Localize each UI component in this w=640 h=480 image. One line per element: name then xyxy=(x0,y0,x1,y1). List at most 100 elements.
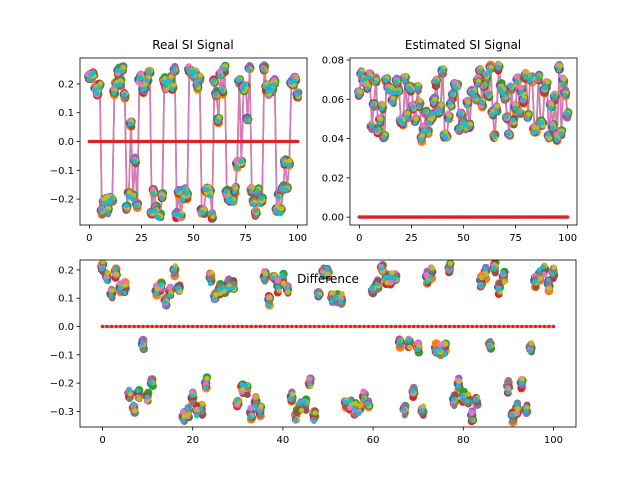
x-tick-label: 25 xyxy=(405,233,418,244)
data-point xyxy=(388,274,393,280)
zero-point xyxy=(425,324,430,329)
data-point xyxy=(544,79,551,85)
data-point xyxy=(509,412,515,418)
data-point xyxy=(460,393,466,399)
zero-point xyxy=(538,324,542,329)
data-point xyxy=(157,216,163,222)
data-point xyxy=(410,104,416,110)
data-point xyxy=(494,103,501,109)
y-tick-label: 0.0 xyxy=(58,137,74,148)
data-point xyxy=(439,71,446,78)
data-point xyxy=(491,134,497,140)
zero-point xyxy=(109,324,114,329)
zero-point xyxy=(420,324,425,329)
data-point xyxy=(257,408,263,414)
data-point xyxy=(109,287,115,294)
y-tick-label: 0.04 xyxy=(322,134,344,145)
data-point xyxy=(181,413,188,419)
data-point xyxy=(131,401,136,407)
data-point xyxy=(126,387,132,393)
data-point xyxy=(204,375,210,382)
data-point xyxy=(387,89,393,95)
zero-point xyxy=(344,324,348,329)
data-point xyxy=(416,104,422,110)
data-point xyxy=(370,101,376,107)
data-point xyxy=(280,280,287,286)
data-point xyxy=(190,72,196,78)
zero-point xyxy=(100,324,105,329)
data-point xyxy=(130,196,135,202)
data-point xyxy=(545,131,551,137)
data-point xyxy=(489,112,495,118)
data-point xyxy=(207,275,214,282)
zero-point xyxy=(429,324,434,329)
zero-point xyxy=(520,324,524,329)
data-point xyxy=(92,87,98,93)
zero-point xyxy=(213,324,218,329)
data-point xyxy=(230,200,235,206)
data-point xyxy=(464,103,470,109)
zero-point xyxy=(303,324,308,329)
data-point xyxy=(357,403,363,409)
data-point xyxy=(550,125,555,131)
data-point xyxy=(208,270,215,276)
data-point xyxy=(532,279,538,285)
data-point xyxy=(493,109,499,115)
data-point xyxy=(446,113,453,119)
data-point xyxy=(518,380,524,386)
data-point xyxy=(123,203,129,209)
data-point xyxy=(252,208,258,214)
data-point xyxy=(552,92,557,98)
data-point xyxy=(515,406,521,412)
zero-point xyxy=(195,324,199,329)
data-point xyxy=(171,266,177,272)
zero-point xyxy=(272,324,276,329)
data-point xyxy=(464,398,470,404)
zero-point xyxy=(529,324,533,329)
data-point xyxy=(562,92,568,98)
data-point xyxy=(477,68,483,74)
data-point xyxy=(539,120,545,126)
data-point xyxy=(451,396,457,402)
zero-point xyxy=(132,324,136,329)
zero-point xyxy=(547,324,551,329)
data-point xyxy=(108,292,114,298)
data-point xyxy=(250,202,256,208)
data-point xyxy=(114,271,120,278)
x-tick-label: 100 xyxy=(288,233,307,244)
data-point xyxy=(557,63,563,69)
zero-point xyxy=(150,324,154,329)
data-point xyxy=(221,284,227,290)
difference-ticks: 0 20 40 60 80 100 −0.3 −0.2 −0.1 0.0 0.1 0.2 xyxy=(50,265,563,446)
data-point xyxy=(397,342,404,349)
y-tick-label: −0.2 xyxy=(50,195,74,206)
data-point xyxy=(383,78,389,83)
data-point xyxy=(274,277,281,284)
data-point xyxy=(478,283,484,289)
data-point xyxy=(150,191,156,197)
data-point xyxy=(352,405,357,411)
real-si-ticks: 0 25 50 75 100 −0.2 −0.1 0.0 0.1 0.2 xyxy=(50,79,307,244)
y-tick-label: 0.06 xyxy=(322,95,344,106)
data-point xyxy=(211,78,217,84)
data-point xyxy=(513,73,521,80)
zero-point xyxy=(524,324,529,329)
data-point xyxy=(252,399,259,406)
data-point xyxy=(514,401,520,407)
data-point xyxy=(462,122,468,128)
y-tick-label: 0.2 xyxy=(58,265,74,276)
zero-point xyxy=(199,324,204,329)
data-point xyxy=(505,389,511,395)
data-point xyxy=(402,77,408,83)
data-point xyxy=(370,285,375,291)
data-point xyxy=(153,291,159,297)
data-point xyxy=(123,282,129,288)
data-point xyxy=(258,403,264,409)
data-point xyxy=(135,388,141,394)
data-point xyxy=(429,265,435,271)
data-point xyxy=(546,285,553,291)
zero-point xyxy=(384,324,389,329)
zero-point xyxy=(105,324,109,329)
data-point xyxy=(475,81,480,87)
data-point xyxy=(454,86,460,92)
